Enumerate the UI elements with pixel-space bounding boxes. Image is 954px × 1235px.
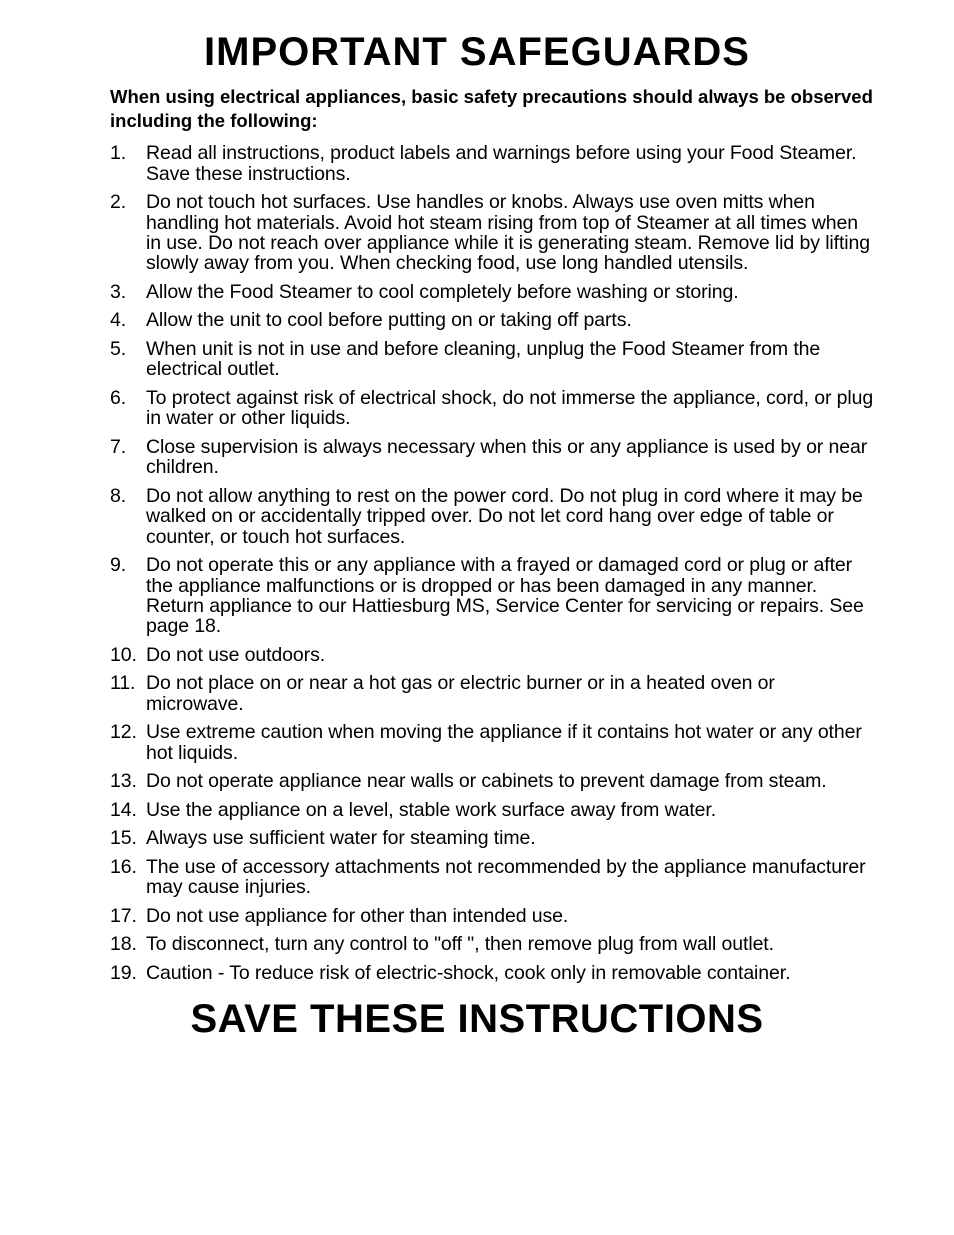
item-text: Do not allow anything to rest on the pow… <box>146 486 874 547</box>
item-number: 4. <box>110 310 146 330</box>
item-text: Do not use appliance for other than inte… <box>146 906 874 926</box>
list-item: 17.Do not use appliance for other than i… <box>110 906 874 926</box>
item-number: 10. <box>110 645 146 665</box>
item-text: Do not use outdoors. <box>146 645 874 665</box>
item-text: The use of accessory attachments not rec… <box>146 857 874 898</box>
list-item: 7.Close supervision is always necessary … <box>110 437 874 478</box>
footer-title: SAVE THESE INSTRUCTIONS <box>60 997 894 1042</box>
item-text: Read all instructions, product labels an… <box>146 143 874 184</box>
item-text: Allow the Food Steamer to cool completel… <box>146 282 874 302</box>
item-text: Use the appliance on a level, stable wor… <box>146 800 874 820</box>
list-item: 9.Do not operate this or any appliance w… <box>110 555 874 637</box>
item-text: Caution - To reduce risk of electric-sho… <box>146 963 874 983</box>
item-number: 18. <box>110 934 146 954</box>
list-item: 5.When unit is not in use and before cle… <box>110 339 874 380</box>
item-text: Close supervision is always necessary wh… <box>146 437 874 478</box>
list-item: 4.Allow the unit to cool before putting … <box>110 310 874 330</box>
item-text: Do not operate appliance near walls or c… <box>146 771 874 791</box>
list-item: 2.Do not touch hot surfaces. Use handles… <box>110 192 874 274</box>
list-item: 18.To disconnect, turn any control to "o… <box>110 934 874 954</box>
item-number: 7. <box>110 437 146 478</box>
item-text: Always use sufficient water for steaming… <box>146 828 874 848</box>
item-number: 1. <box>110 143 146 184</box>
item-text: When unit is not in use and before clean… <box>146 339 874 380</box>
item-number: 3. <box>110 282 146 302</box>
item-number: 8. <box>110 486 146 547</box>
list-item: 19.Caution - To reduce risk of electric-… <box>110 963 874 983</box>
item-number: 16. <box>110 857 146 898</box>
item-number: 17. <box>110 906 146 926</box>
item-number: 9. <box>110 555 146 637</box>
item-text: Allow the unit to cool before putting on… <box>146 310 874 330</box>
item-number: 11. <box>110 673 146 714</box>
item-text: Do not touch hot surfaces. Use handles o… <box>146 192 874 274</box>
item-number: 6. <box>110 388 146 429</box>
item-text: Do not operate this or any appliance wit… <box>146 555 874 637</box>
item-number: 2. <box>110 192 146 274</box>
item-text: To disconnect, turn any control to "off … <box>146 934 874 954</box>
list-item: 8.Do not allow anything to rest on the p… <box>110 486 874 547</box>
item-number: 14. <box>110 800 146 820</box>
list-item: 1.Read all instructions, product labels … <box>110 143 874 184</box>
list-item: 16.The use of accessory attachments not … <box>110 857 874 898</box>
list-item: 14.Use the appliance on a level, stable … <box>110 800 874 820</box>
item-number: 13. <box>110 771 146 791</box>
item-number: 19. <box>110 963 146 983</box>
list-item: 6.To protect against risk of electrical … <box>110 388 874 429</box>
item-text: To protect against risk of electrical sh… <box>146 388 874 429</box>
list-item: 11.Do not place on or near a hot gas or … <box>110 673 874 714</box>
item-text: Do not place on or near a hot gas or ele… <box>146 673 874 714</box>
item-number: 5. <box>110 339 146 380</box>
list-item: 3.Allow the Food Steamer to cool complet… <box>110 282 874 302</box>
list-item: 10.Do not use outdoors. <box>110 645 874 665</box>
list-item: 12.Use extreme caution when moving the a… <box>110 722 874 763</box>
list-item: 13.Do not operate appliance near walls o… <box>110 771 874 791</box>
item-text: Use extreme caution when moving the appl… <box>146 722 874 763</box>
list-item: 15.Always use sufficient water for steam… <box>110 828 874 848</box>
item-number: 12. <box>110 722 146 763</box>
item-number: 15. <box>110 828 146 848</box>
safeguard-list: 1.Read all instructions, product labels … <box>110 143 874 983</box>
page-title: IMPORTANT SAFEGUARDS <box>60 30 894 75</box>
intro-paragraph: When using electrical appliances, basic … <box>110 85 874 133</box>
